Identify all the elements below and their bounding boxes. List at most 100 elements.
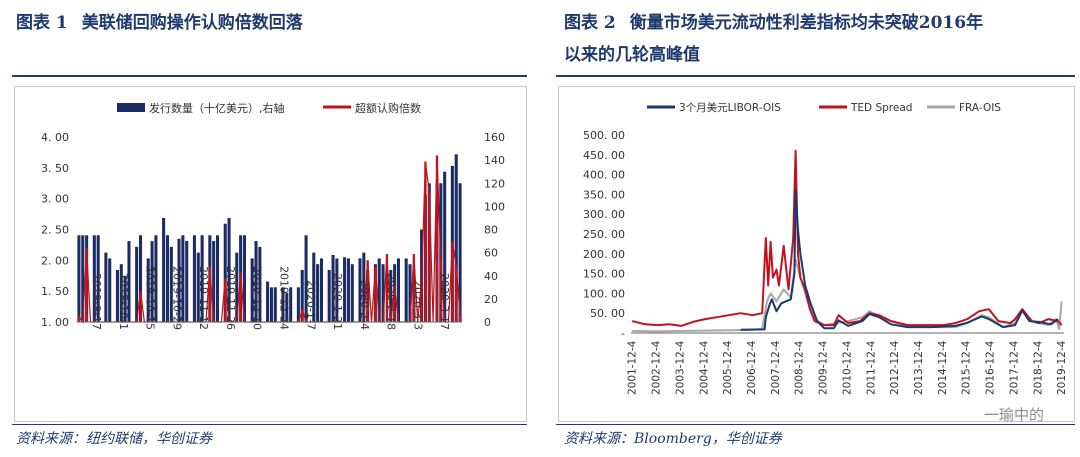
left-y-tick-label: 1. 50 [41,285,69,298]
legend-label: FRA-OIS [959,102,1001,114]
right-y-tick-label: 160 [484,131,505,144]
issuance-bar [139,235,143,322]
x-tick-label: 2019-11-26 [224,266,237,330]
right-y-tick-label: 40 [484,270,498,283]
left-figure-number: 图表 1 [16,13,68,33]
issuance-bar [381,264,385,322]
issuance-bar [389,269,393,322]
issuance-bar [285,293,289,322]
issuance-bar [212,241,216,322]
right-chart: 3个月美元LIBOR-OIS TED Spread FRA-OIS 500. 00 45… [583,101,1068,395]
x-tick-label: 2019-12-24 [278,266,291,330]
ratio-bar [458,315,462,322]
left-figure-title-text: 美联储回购操作认购倍数回落 [81,13,303,33]
issuance-bar [377,258,381,322]
x-tick-label: 2005-12-4 [722,340,734,395]
right-chart-frame: 3个月美元LIBOR-OIS TED Spread FRA-OIS 500. 00 45… [558,86,1075,422]
series-line [740,189,1059,331]
left-title-rule [12,75,527,77]
right-panel: 图表 2 衡量市场美元流动性利差指标均未突破2016年 以来的几轮高峰值 3个月美… [548,0,1080,457]
ratio-bar [224,278,227,322]
ratio-bar [435,155,439,322]
issuance-bar [254,241,258,322]
issuance-bar [250,258,254,322]
x-tick-label: 2013-12-4 [913,340,925,395]
issuance-bar [104,252,108,322]
x-tick-label: 2020-1-7 [304,280,317,330]
right-figure-title-line1: 衡量市场美元流动性利差指标均未突破2016年 [629,13,984,33]
right-bottom-rule [556,424,1075,425]
right-source-note: 资料来源：Bloomberg，华创证券 [564,431,782,447]
x-tick-label: 2011-12-4 [865,340,877,395]
y-tick-label: 300. 00 [583,208,625,221]
x-tick-label: 2014-12-4 [937,340,949,395]
right-figure-title-line2: 以来的几轮高峰值 [564,45,700,65]
x-tick-label: 2019-11-12 [197,266,210,330]
issuance-bar [296,287,300,322]
issuance-bar [242,235,246,322]
issuance-bar [266,281,270,322]
ratio-bar [424,161,427,322]
x-tick-label: 2001-12-4 [627,340,639,395]
ratio-bar [439,260,442,322]
ratio-bar [393,285,396,322]
issuance-bar [362,252,366,322]
x-tick-label: 2017-12-4 [1008,340,1020,395]
issuance-bar [181,235,185,322]
left-figure-title: 图表 1 美联储回购操作认购倍数回落 [16,8,303,38]
issuance-bar [123,275,127,322]
issuance-bar [196,252,200,322]
left-y-tick-label: 1. 00 [41,316,69,329]
ratio-bar [239,272,242,322]
issuance-bar [300,269,304,322]
left-source-note: 资料来源：纽约联储，华创证券 [16,431,212,447]
y-tick-label: 50. 00 [590,307,625,320]
issuance-bar [154,235,158,322]
issuance-bar [96,235,100,322]
left-chart: 发行数量（十亿美元）,右轴 超额认购倍数 1. 00 1. 50 2. 00 2. 50 3… [41,101,505,330]
left-y-tick-label: 3. 50 [41,162,69,175]
issuance-bar [343,257,347,322]
issuance-bar [281,287,285,322]
ratio-bar [208,266,211,322]
issuance-bar [454,154,458,322]
issuance-bar [289,287,293,322]
y-tick-label: 400. 00 [583,169,625,182]
x-tick-label: 2020-3-17 [438,273,451,330]
issuance-bar [135,246,139,322]
right-figure-number: 图表 2 [564,13,616,33]
right-y-tick-label: 80 [484,224,498,237]
left-y-tick-label: 4. 00 [41,131,69,144]
y-tick-label: 200. 00 [583,248,625,261]
x-tick-label: 2008-12-4 [794,340,806,395]
right-y-tick-label: 20 [484,293,498,306]
issuance-bar [223,223,227,322]
right-y-tick-label: 140 [484,154,505,167]
x-tick-label: 2019-10-29 [170,266,183,330]
issuance-bar [358,258,362,322]
y-tick-label: - [621,327,625,340]
issuance-bar [304,235,308,322]
x-tick-label: 2018-12-4 [1032,340,1044,395]
legend-label: 3个月美元LIBOR-OIS [679,101,781,114]
ratio-bar [455,266,458,322]
x-tick-label: 2020-2-18 [385,273,398,330]
ratio-bar [85,248,88,322]
issuance-bar [119,264,123,322]
issuance-bar [346,258,350,322]
x-tick-label: 2004-12-4 [698,340,710,395]
ratio-bar [428,192,431,322]
x-tick-label: 2002-12-4 [651,340,663,395]
issuance-bar [327,269,331,322]
ratio-bar [385,254,389,322]
x-tick-label: 2015-12-4 [961,340,973,395]
issuance-bar [316,264,320,322]
issuance-bar [77,235,81,322]
y-tick-label: 250. 00 [583,228,625,241]
watermark-text: 一瑜中的 [983,406,1044,424]
issuance-bar [396,258,400,322]
issuance-bar [185,241,189,322]
x-tick-label: 2009-12-4 [818,340,830,395]
issuance-bar [458,183,462,322]
right-title-rule [556,75,1075,77]
